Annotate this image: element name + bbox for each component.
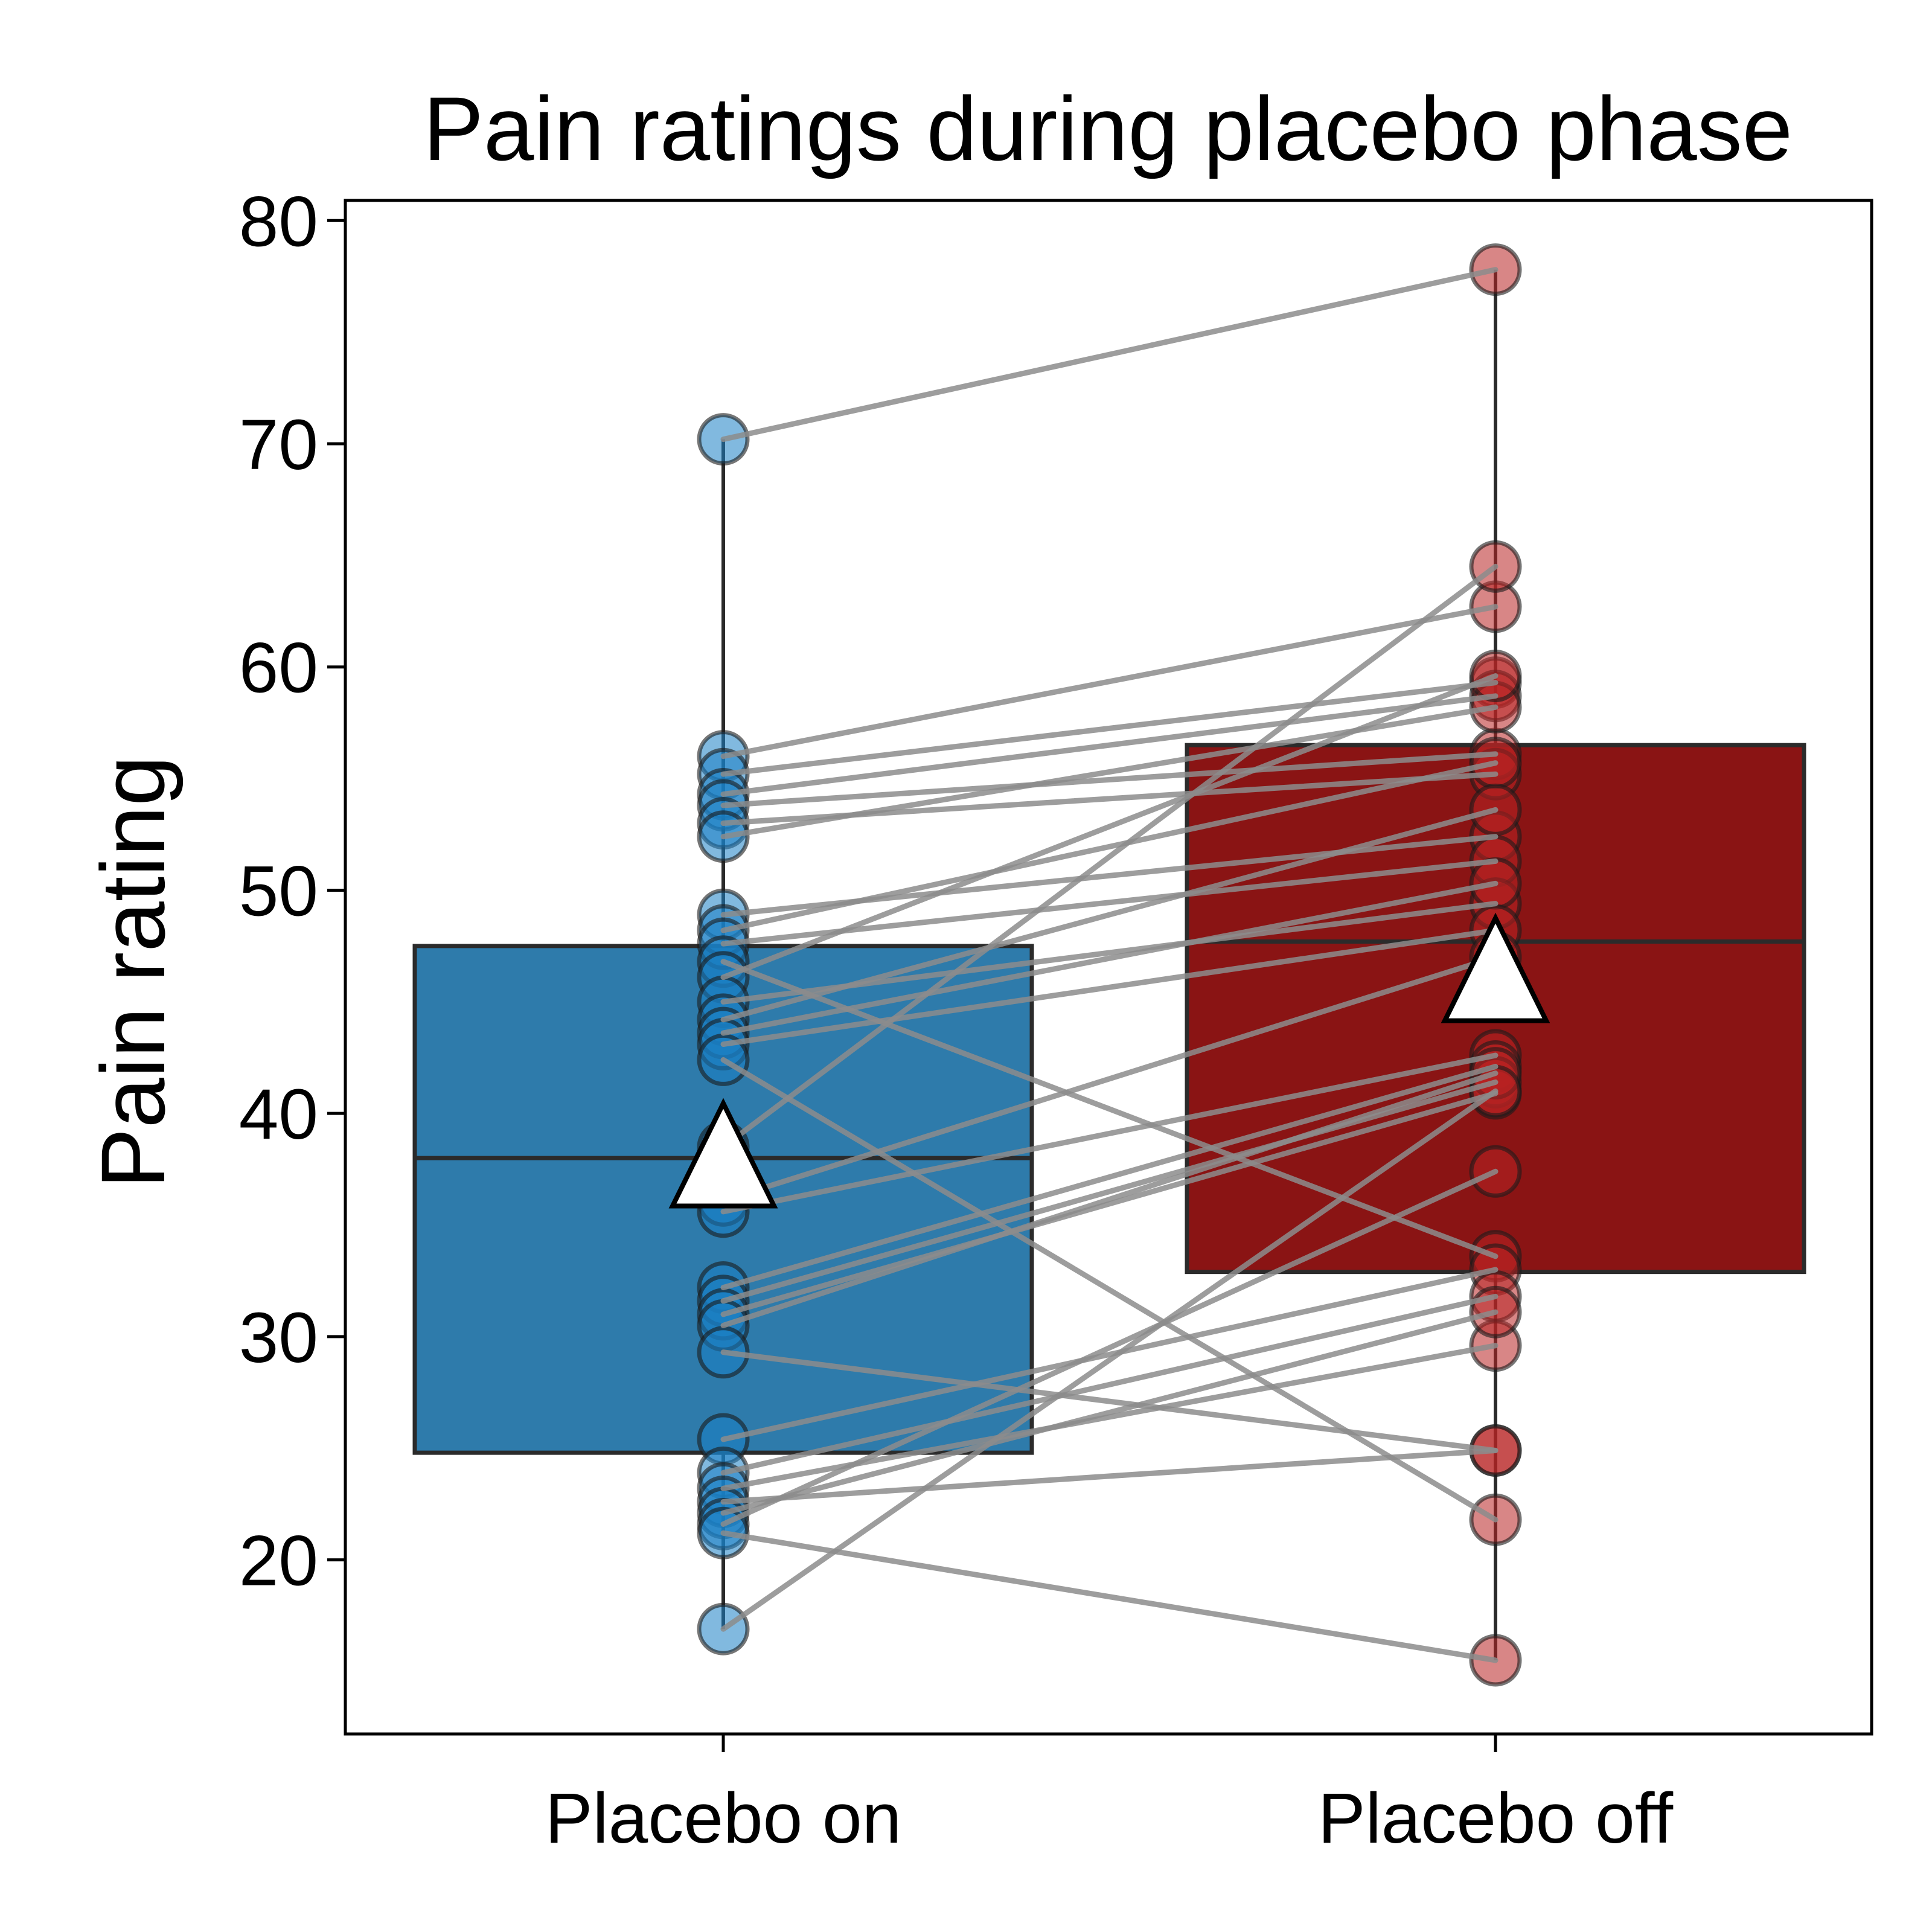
y-tick-label: 70 (239, 405, 318, 485)
y-tick-label: 40 (239, 1075, 318, 1154)
paired-line (720, 1079, 1499, 1304)
paired-line (720, 1168, 1499, 1527)
paired-line (720, 1088, 1499, 1632)
mean-marker-icon (1441, 912, 1550, 1023)
y-tick-label: 80 (239, 182, 318, 261)
paired-line (720, 880, 1499, 1036)
y-tick-label: 60 (239, 629, 318, 708)
paired-line (720, 1052, 1499, 1215)
paired-line (720, 807, 1499, 1023)
plot-frame (344, 199, 1873, 1736)
paired-line (720, 751, 1499, 808)
y-tick-label: 20 (239, 1521, 318, 1601)
paired-line (720, 1064, 1499, 1291)
paired-line (720, 1309, 1499, 1516)
x-tick-label: Placebo off (1318, 1779, 1673, 1858)
y-axis-title: Pain rating (82, 755, 184, 1188)
paired-line (720, 1447, 1499, 1505)
paired-line (720, 1530, 1499, 1663)
paired-line (720, 673, 1499, 980)
paired-line (720, 604, 1499, 760)
paired-line (720, 1293, 1499, 1476)
paired-line (720, 267, 1499, 443)
paired-line (720, 1070, 1499, 1328)
paired-line (720, 927, 1499, 1048)
paired-line (720, 858, 1499, 947)
paired-line (720, 680, 1499, 777)
paired-line (720, 760, 1499, 933)
y-tick-label: 30 (239, 1298, 318, 1378)
paired-line (720, 1057, 1499, 1523)
paired-line (720, 1349, 1499, 1453)
paired-line (720, 1267, 1499, 1442)
mean-marker-icon (668, 1098, 778, 1209)
plot-area: 20 30 40 50 60 70 80 Placebo on Placebo off (239, 182, 1873, 1858)
paired-line (720, 693, 1499, 797)
paired-line (720, 954, 1499, 1203)
chart-title: Pain ratings during placebo phase (423, 78, 1793, 179)
paired-line (720, 563, 1499, 1150)
y-tick-label: 50 (239, 851, 318, 931)
x-tick-label: Placebo on (545, 1779, 901, 1858)
paired-line (720, 1090, 1499, 1317)
